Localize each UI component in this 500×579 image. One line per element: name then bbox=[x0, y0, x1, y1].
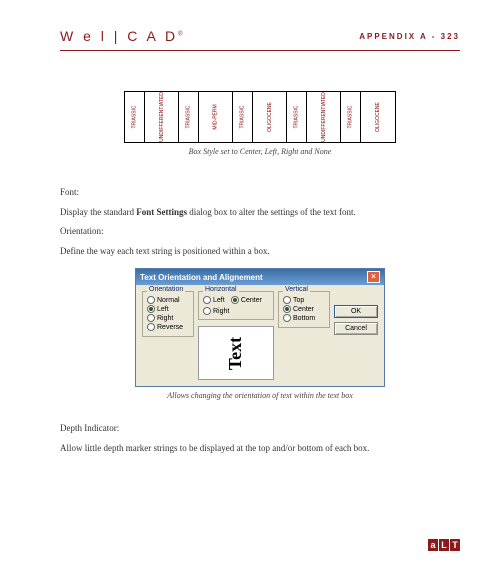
depth-label: Depth Indicator: bbox=[60, 422, 460, 436]
radio-h-left[interactable]: Left bbox=[203, 296, 225, 304]
body-text-2: Depth Indicator: Allow little depth mark… bbox=[60, 422, 460, 455]
page-number-label: APPENDIX A - 323 bbox=[359, 32, 460, 41]
wellcad-logo: W e l | C A D® bbox=[60, 28, 186, 44]
radio-right[interactable]: Right bbox=[147, 314, 189, 322]
vertical-group: Vertical Top Center Bottom bbox=[278, 291, 330, 328]
body-text: Font: Display the standard Font Settings… bbox=[60, 186, 460, 258]
orientation-description: Define the way each text string is posit… bbox=[60, 245, 460, 259]
dialog-figure: Text Orientation and Alignement × Orient… bbox=[60, 268, 460, 387]
orientation-group: Orientation Normal Left Right Reverse bbox=[142, 291, 194, 337]
radio-normal[interactable]: Normal bbox=[147, 296, 189, 304]
text-orientation-dialog: Text Orientation and Alignement × Orient… bbox=[135, 268, 385, 387]
font-label: Font: bbox=[60, 186, 460, 200]
cancel-button[interactable]: Cancel bbox=[334, 322, 378, 335]
dialog-titlebar: Text Orientation and Alignement × bbox=[136, 269, 384, 285]
dialog-caption: Allows changing the orientation of text … bbox=[60, 391, 460, 400]
radio-left[interactable]: Left bbox=[147, 305, 189, 313]
preview-box: Text bbox=[198, 326, 274, 380]
dialog-title: Text Orientation and Alignement bbox=[140, 273, 263, 282]
radio-v-top[interactable]: Top bbox=[283, 296, 325, 304]
box-style-figure: TRIASSIC UNDIFFERENTIATED TRIASSIC MID-P… bbox=[60, 91, 460, 143]
radio-h-right[interactable]: Right bbox=[203, 307, 229, 315]
page-header: W e l | C A D® APPENDIX A - 323 bbox=[60, 28, 460, 44]
radio-v-bottom[interactable]: Bottom bbox=[283, 314, 325, 322]
ok-button[interactable]: OK bbox=[334, 305, 378, 318]
font-description: Display the standard Font Settings dialo… bbox=[60, 206, 460, 220]
radio-h-center[interactable]: Center bbox=[231, 296, 262, 304]
figure1-caption: Box Style set to Center, Left, Right and… bbox=[60, 147, 460, 156]
depth-description: Allow little depth marker strings to be … bbox=[60, 442, 460, 456]
preview-text: Text bbox=[226, 336, 247, 369]
header-divider bbox=[60, 50, 460, 51]
horizontal-group: Horizontal Left Center Right bbox=[198, 291, 274, 320]
alt-logo: a L T bbox=[428, 539, 460, 551]
close-icon[interactable]: × bbox=[367, 271, 380, 283]
radio-reverse[interactable]: Reverse bbox=[147, 323, 189, 331]
radio-v-center[interactable]: Center bbox=[283, 305, 325, 313]
orientation-label: Orientation: bbox=[60, 225, 460, 239]
